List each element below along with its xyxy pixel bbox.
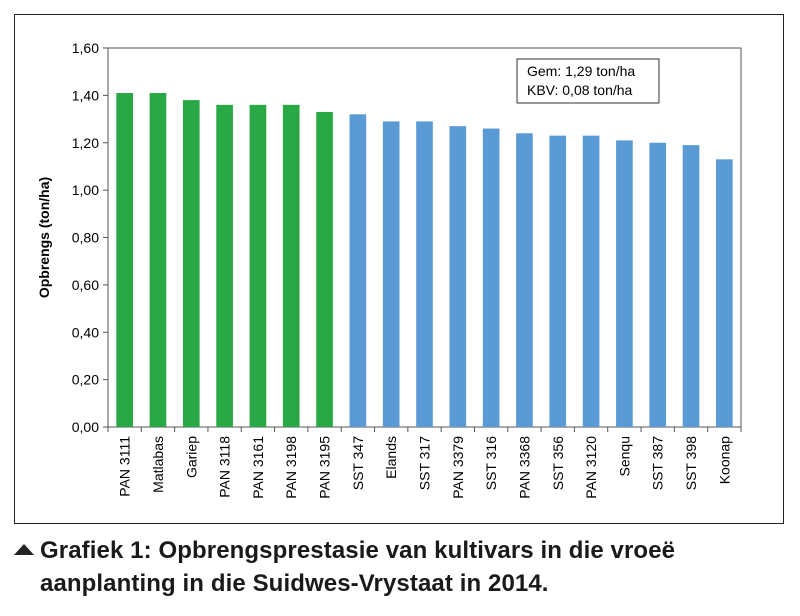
chart-frame: 0,00 0,20 0,40 0,60 0,80 1,00 1,20 1,40 1,60 Opbr… <box>14 14 784 524</box>
bar <box>116 93 133 427</box>
x-tick-label: SST 347 <box>350 436 366 490</box>
y-tick-label: 0,40 <box>72 324 99 340</box>
x-tick-label: PAN 3195 <box>317 436 333 499</box>
bar <box>449 126 467 427</box>
bar <box>416 121 433 428</box>
x-tick-label: PAN 3118 <box>217 436 233 498</box>
bar <box>482 128 500 427</box>
y-tick-label: 1,00 <box>72 182 99 198</box>
y-tick-label: 1,40 <box>72 87 99 103</box>
bar-chart: 0,00 0,20 0,40 0,60 0,80 1,00 1,20 1,40 1,60 Opbr… <box>36 40 742 499</box>
x-tick-label: Elands <box>383 436 399 479</box>
bar <box>149 93 167 427</box>
bar <box>616 140 633 427</box>
y-tick-label: 0,80 <box>72 230 99 246</box>
bar <box>282 104 300 427</box>
y-axis-label: Opbrengs (ton/ha) <box>36 177 52 298</box>
bar <box>682 145 700 427</box>
x-tick-label: SST 387 <box>650 436 666 490</box>
x-tick-label: Senqu <box>616 436 632 476</box>
bar <box>382 121 400 428</box>
x-tick-label: Koonap <box>716 436 732 484</box>
bar <box>549 135 567 428</box>
y-tick-label: 0,60 <box>72 277 99 293</box>
x-tick-label: PAN 3111 <box>117 436 133 497</box>
x-tick-label: PAN 3368 <box>516 436 532 499</box>
x-tick-label: SST 316 <box>483 436 499 490</box>
bar <box>316 111 333 428</box>
bar <box>182 100 200 428</box>
bar <box>649 142 667 427</box>
bar <box>582 135 600 428</box>
x-tick-label: PAN 3120 <box>583 436 599 499</box>
x-tick-label: PAN 3379 <box>450 436 466 499</box>
x-tick-label: SST 317 <box>417 436 433 490</box>
x-tick-label: Matlabas <box>150 436 166 493</box>
annotation-box <box>516 58 660 104</box>
caption-triangle-icon <box>14 544 34 555</box>
bar <box>249 104 267 427</box>
x-tick-label: PAN 3161 <box>250 436 266 499</box>
bar <box>716 159 733 428</box>
x-tick-label: PAN 3198 <box>283 436 299 499</box>
annotation-text: KBV: 0,08 ton/ha <box>527 82 633 98</box>
x-tick-label: SST 356 <box>550 436 566 490</box>
bar <box>349 114 367 427</box>
bar <box>216 104 233 427</box>
y-tick-label: 0,20 <box>72 372 99 388</box>
caption-text: Grafiek 1: Opbrengsprestasie van kultiva… <box>40 537 676 597</box>
y-tick-label: 0,00 <box>72 419 99 435</box>
y-tick-label: 1,60 <box>72 40 99 56</box>
annotation-text: Gem: 1,29 ton/ha <box>527 63 635 79</box>
x-tick-label: Gariep <box>183 436 199 478</box>
x-tick-label: SST 398 <box>683 436 699 490</box>
bar <box>516 133 533 427</box>
y-tick-label: 1,20 <box>72 135 99 151</box>
